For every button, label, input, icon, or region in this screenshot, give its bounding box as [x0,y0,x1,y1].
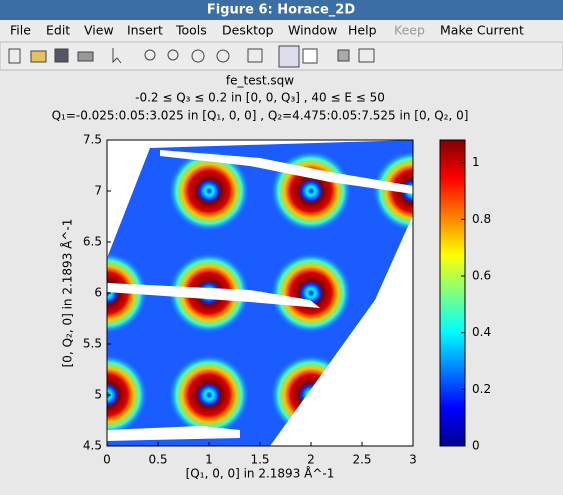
zoom-in-icon[interactable] [144,49,156,61]
x-axis-label: [Q₁, 0, 0] in 2.1893 Å^-1 [186,466,335,481]
menu-item[interactable]: Edit [46,23,70,38]
legend-icon[interactable] [302,48,318,64]
peak [270,150,352,232]
colorbar-tick-label: 1 [472,155,480,169]
menu-item[interactable]: Keep [394,23,425,38]
colorbar-tick-label: 0.6 [472,269,491,283]
x-tick-label: 1 [205,453,213,467]
y-tick-label: 5.5 [83,337,102,351]
x-tick-label: 0 [103,453,111,467]
menu-item[interactable]: Desktop [222,23,274,38]
menu-bar [0,20,563,42]
rotate-icon[interactable] [216,49,230,63]
menu-item[interactable]: Insert [127,23,163,38]
colorbar [439,139,466,447]
data-gaps [107,150,413,441]
peak [168,150,250,232]
pointer-icon[interactable] [112,48,122,64]
peak [270,252,352,334]
y-tick-label: 5 [94,388,102,402]
colorbar-tick-label: 0.4 [472,325,491,339]
plot-title: fe_test.sqw [226,74,294,88]
save-icon[interactable] [54,48,69,63]
pan-icon[interactable] [191,49,205,63]
menu-item[interactable]: Window [288,23,337,38]
dock-icon[interactable] [358,48,375,63]
peak [168,354,250,436]
colorbar-tick-label: 0.8 [472,212,491,226]
datatip-icon[interactable] [247,48,263,63]
menu-item[interactable]: Help [348,23,377,38]
colorbar-tick-label: 0 [472,439,480,453]
title-bar [0,0,563,20]
colorbar-tick-label: 0.2 [472,382,491,396]
y-tick-label: 6.5 [83,235,102,249]
y-tick-label: 4.5 [83,439,102,453]
menu-item[interactable]: Tools [175,23,207,38]
x-tick-label: 2 [307,453,315,467]
x-tick-label: 0.5 [148,453,167,467]
menu-item[interactable]: File [10,23,31,38]
open-icon[interactable] [30,50,47,63]
menu-item[interactable]: View [84,23,114,38]
y-tick-label: 7 [94,184,102,198]
toolbar-icons [8,45,375,68]
menu-item[interactable]: Make Current [440,23,524,38]
y-axis-label: [0, Q₂, 0] in 2.1893 Å^-1 [60,219,75,368]
x-tick-label: 1.5 [250,453,269,467]
y-tick-label: 7.5 [83,133,102,147]
zoom-out-icon[interactable] [167,49,179,61]
colorbar-icon[interactable] [278,45,300,68]
window-title: Figure 6: Horace_2D [207,3,355,18]
new-icon[interactable] [8,48,21,64]
plot-title: Q₁=-0.025:0.05:3.025 in [Q₁, 0, 0] , Q₂=… [52,109,469,123]
x-tick-label: 3 [409,453,417,467]
x-tick-label: 2.5 [352,453,371,467]
print-icon[interactable] [77,51,94,62]
hide-tools-icon[interactable] [337,49,350,62]
plot-title: -0.2 ≤ Q₃ ≤ 0.2 in [0, 0, Q₃] , 40 ≤ E ≤… [135,91,385,105]
y-tick-label: 6 [94,286,102,300]
